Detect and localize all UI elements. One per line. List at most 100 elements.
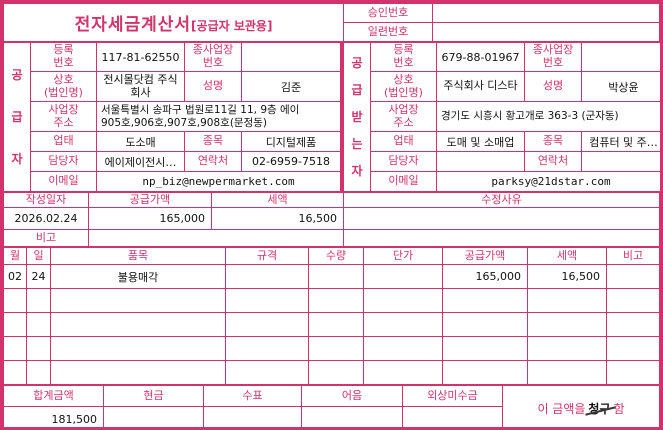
approval-number-label: 승인번호 <box>343 3 433 23</box>
item-month <box>3 336 27 361</box>
claim-statement: 이 금액을 청구 함 <box>502 385 660 427</box>
supplier-side-label: 공 급 자 <box>3 42 31 192</box>
col-month: 월 <box>3 247 27 265</box>
supplier-company-value: 전시몰닷컴 주식회사 <box>96 71 185 102</box>
supplier-regno-value: 117-81-62550 <box>96 42 185 72</box>
item-row <box>3 312 660 337</box>
check-label: 수표 <box>203 385 302 407</box>
supplier-address-label: 사업장 주소 <box>30 101 97 132</box>
buyer-manager-value <box>436 151 525 172</box>
item-spec <box>225 264 309 289</box>
item-name <box>50 288 226 313</box>
item-note <box>606 264 660 289</box>
credit-label: 외상미수금 <box>402 385 503 407</box>
invoice-title-text: 전자세금계산서 <box>74 15 192 35</box>
buyer-name-label: 성명 <box>524 71 582 102</box>
supply-amount-value: 165,000 <box>88 207 212 230</box>
item-qty <box>308 360 364 385</box>
panel-divider <box>341 42 343 192</box>
cash-label: 현금 <box>103 385 204 407</box>
item-row <box>3 360 660 385</box>
item-name <box>50 336 226 361</box>
supplier-email-value: np_biz@newpermarket.com <box>96 171 341 192</box>
item-note <box>606 360 660 385</box>
modify-reason-value <box>343 207 660 230</box>
item-month: 02 <box>3 264 27 289</box>
buyer-contact-label: 연락처 <box>524 151 582 172</box>
item-unit-price <box>363 336 443 361</box>
bill-value <box>301 406 403 427</box>
item-note <box>606 288 660 313</box>
supplier-panel: 공 급 자 등록 번호 117-81-62550 종사업장 번호 상호 (법인명… <box>3 42 341 192</box>
parties-section: 공 급 자 등록 번호 117-81-62550 종사업장 번호 상호 (법인명… <box>3 42 660 192</box>
supplier-address-value: 서울특별시 송파구 법원로11길 11, 9층 에이 905호,906호,907… <box>96 101 341 132</box>
item-supply <box>442 288 528 313</box>
invoice-title-note: [공급자 보관용] <box>191 19 273 33</box>
supplier-manager-label: 담당자 <box>30 151 97 172</box>
item-day <box>26 312 51 337</box>
issue-date-label: 작성일자 <box>3 192 89 208</box>
supplier-regno-label: 등록 번호 <box>30 42 97 72</box>
item-unit-price <box>363 360 443 385</box>
serial-number-value <box>432 22 660 42</box>
buyer-item-label: 종목 <box>524 131 582 152</box>
item-supply: 165,000 <box>442 264 528 289</box>
item-spec <box>225 288 309 313</box>
supplier-contact-value: 02-6959-7518 <box>241 151 341 172</box>
supplier-item-label: 종목 <box>184 131 242 152</box>
buyer-item-value: 컴퓨터 및 주… <box>581 131 660 152</box>
buyer-email-label: 이메일 <box>370 171 437 192</box>
supplier-biztype-label: 업태 <box>30 131 97 152</box>
item-month <box>3 288 27 313</box>
supplier-subbiz-value <box>241 42 341 72</box>
items-header-row: 월 일 품목 규격 수량 단가 공급가액 세액 비고 <box>3 247 660 265</box>
summary-block: 작성일자 공급가액 세액 수정사유 2026.02.24 165,000 16,… <box>3 192 660 247</box>
supply-amount-label: 공급가액 <box>88 192 212 208</box>
supplier-biztype-value: 도소매 <box>96 131 185 152</box>
item-row <box>3 336 660 361</box>
buyer-side-label: 공 급 받 는 자 <box>343 42 371 192</box>
items-table: 월 일 품목 규격 수량 단가 공급가액 세액 비고 02 24 불용매각 16… <box>3 247 660 385</box>
item-row: 02 24 불용매각 165,000 16,500 <box>3 264 660 289</box>
buyer-email-value: parksy@21dstar.com <box>436 171 660 192</box>
buyer-address-value: 경기도 시흥시 황고개로 363-3 (군자동) <box>436 101 660 132</box>
item-qty <box>308 312 364 337</box>
total-amount-label: 합계금액 <box>3 385 104 407</box>
claim-word: 청구 <box>588 402 611 416</box>
item-day: 24 <box>26 264 51 289</box>
check-value <box>203 406 302 427</box>
item-supply <box>442 312 528 337</box>
item-tax <box>527 360 607 385</box>
buyer-company-value: 주식회사 디스타 <box>436 71 525 102</box>
item-name <box>50 312 226 337</box>
approval-number-value <box>432 3 660 23</box>
supplier-name-value: 김준 <box>241 71 341 102</box>
serial-number-label: 일련번호 <box>343 22 433 42</box>
item-qty <box>308 336 364 361</box>
supplier-manager-value: 에이제이전시… <box>96 151 185 172</box>
col-qty: 수량 <box>308 247 364 265</box>
col-note: 비고 <box>606 247 660 265</box>
item-day <box>26 360 51 385</box>
col-supply: 공급가액 <box>442 247 528 265</box>
item-spec <box>225 336 309 361</box>
invoice-title: 전자세금계산서[공급자 보관용] <box>3 3 344 42</box>
supplier-subbiz-label: 종사업장 번호 <box>184 42 242 72</box>
col-tax: 세액 <box>527 247 607 265</box>
buyer-manager-label: 담당자 <box>370 151 437 172</box>
modify-reason-label: 수정사유 <box>343 192 660 208</box>
item-spec <box>225 312 309 337</box>
buyer-address-label: 사업장 주소 <box>370 101 437 132</box>
item-name <box>50 360 226 385</box>
issue-date-value: 2026.02.24 <box>3 207 89 230</box>
buyer-panel: 공 급 받 는 자 등록 번호 679-88-01967 종사업장 번호 상호 … <box>343 42 660 192</box>
item-spec <box>225 360 309 385</box>
item-month <box>3 360 27 385</box>
buyer-name-value: 박상윤 <box>581 71 660 102</box>
item-unit-price <box>363 312 443 337</box>
remark-right-value <box>343 229 660 247</box>
supplier-name-label: 성명 <box>184 71 242 102</box>
col-item: 품목 <box>50 247 226 265</box>
total-amount-value: 181,500 <box>3 406 104 427</box>
